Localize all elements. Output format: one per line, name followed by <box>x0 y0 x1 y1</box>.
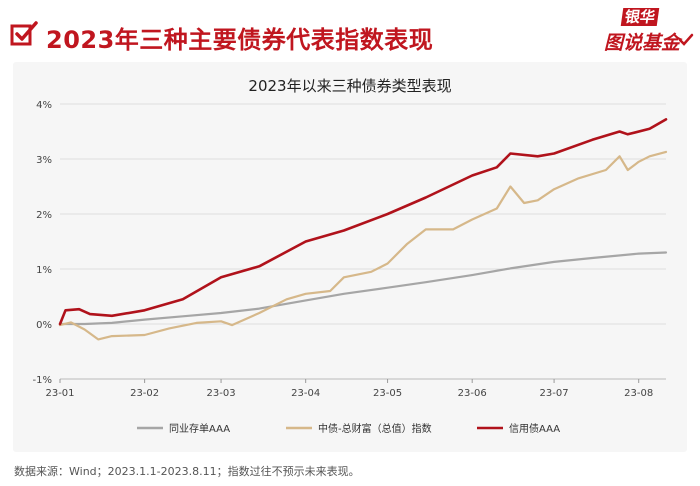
y-tick-label: 2% <box>36 210 52 221</box>
x-tick-label: 23-03 <box>207 388 236 399</box>
footer-source: 数据来源：Wind；2023.1.1-2023.8.11；指数过往不预示未来表现… <box>14 465 360 478</box>
x-tick-label: 23-02 <box>130 388 159 399</box>
legend-label: 同业存单AAA <box>169 422 230 435</box>
legend: 同业存单AAA 中债-总财富（总值）指数 信用债AAA <box>137 422 560 435</box>
chart-card: 2023年以来三种债券类型表现 -1% 0% 1% 2% 3% 4% 23-01 23-02… <box>13 62 687 452</box>
series-line-3 <box>58 118 668 326</box>
legend-label: 中债-总财富（总值）指数 <box>318 422 432 435</box>
x-axis: 23-01 23-02 23-03 23-04 23-05 23-06 23-07 23-08 <box>45 378 666 399</box>
logo-text-top: 银华 <box>620 8 660 26</box>
logo-check-icon <box>678 33 694 46</box>
y-axis: -1% 0% 1% 2% 3% 4% <box>33 100 52 386</box>
check-icon <box>10 21 38 46</box>
y-tick-label: 1% <box>36 265 52 276</box>
brand-logo: 银华 图说基金 <box>604 8 694 54</box>
x-tick-label: 23-06 <box>458 388 487 399</box>
y-tick-label: 4% <box>36 100 52 111</box>
x-tick-label: 23-05 <box>373 388 402 399</box>
line-chart: 2023年以来三种债券类型表现 -1% 0% 1% 2% 3% 4% 23-01 23-02… <box>33 77 668 435</box>
chart-title: 2023年以来三种债券类型表现 <box>248 77 451 95</box>
series-line-1 <box>58 251 668 326</box>
logo-text-bottom: 图说基金 <box>604 32 681 54</box>
series-group <box>58 118 668 341</box>
series-line-2 <box>58 150 668 341</box>
y-tick-label: 0% <box>36 320 52 331</box>
x-tick-label: 23-07 <box>540 388 569 399</box>
header: 2023年三种主要债券代表指数表现 银华 图说基金 <box>0 0 700 60</box>
x-tick-label: 23-04 <box>291 388 320 399</box>
legend-label: 信用债AAA <box>509 422 560 435</box>
y-tick-label: -1% <box>33 375 52 386</box>
x-tick-label: 23-01 <box>45 388 74 399</box>
page-title: 2023年三种主要债券代表指数表现 <box>46 26 434 54</box>
y-tick-label: 3% <box>36 155 52 166</box>
x-tick-label: 23-08 <box>624 388 653 399</box>
